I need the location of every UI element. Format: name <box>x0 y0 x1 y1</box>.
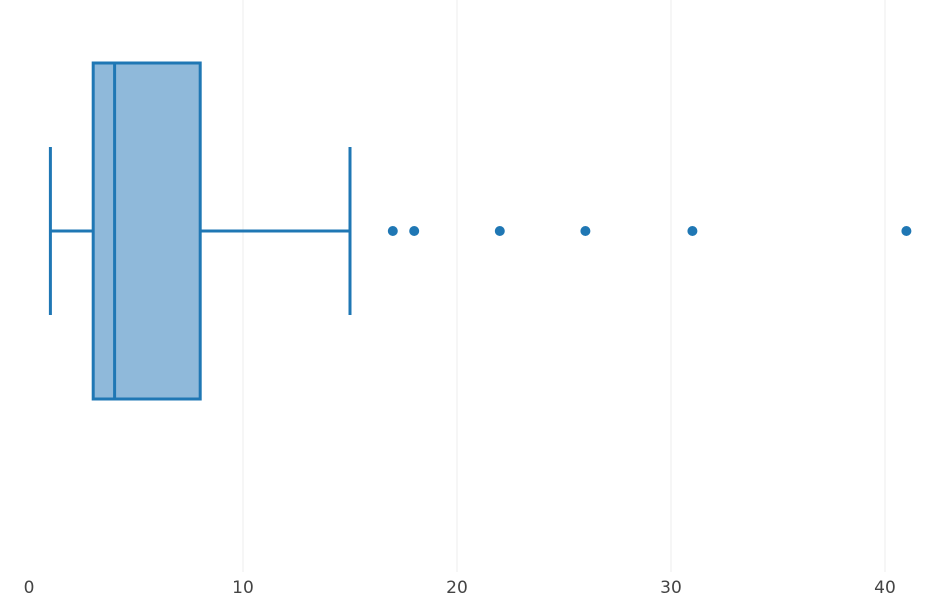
x-tick-label-20: 20 <box>446 578 468 598</box>
outlier-point-4 <box>687 226 698 236</box>
outlier-point-5 <box>901 226 912 236</box>
outlier-point-3 <box>580 226 591 236</box>
outlier-point-1 <box>409 226 420 236</box>
outlier-point-0 <box>387 226 398 236</box>
x-axis: 0 10 20 30 40 <box>24 578 896 598</box>
x-tick-label-30: 30 <box>660 578 682 598</box>
x-grid-lines <box>242 0 886 572</box>
box-0 <box>48 61 912 401</box>
x-tick-label-40: 40 <box>874 578 896 598</box>
x-tick-label-10: 10 <box>232 578 254 598</box>
interquartile-box <box>91 61 202 401</box>
box-series <box>48 61 912 401</box>
x-tick-label-0: 0 <box>24 578 35 598</box>
outlier-point-2 <box>494 226 505 236</box>
